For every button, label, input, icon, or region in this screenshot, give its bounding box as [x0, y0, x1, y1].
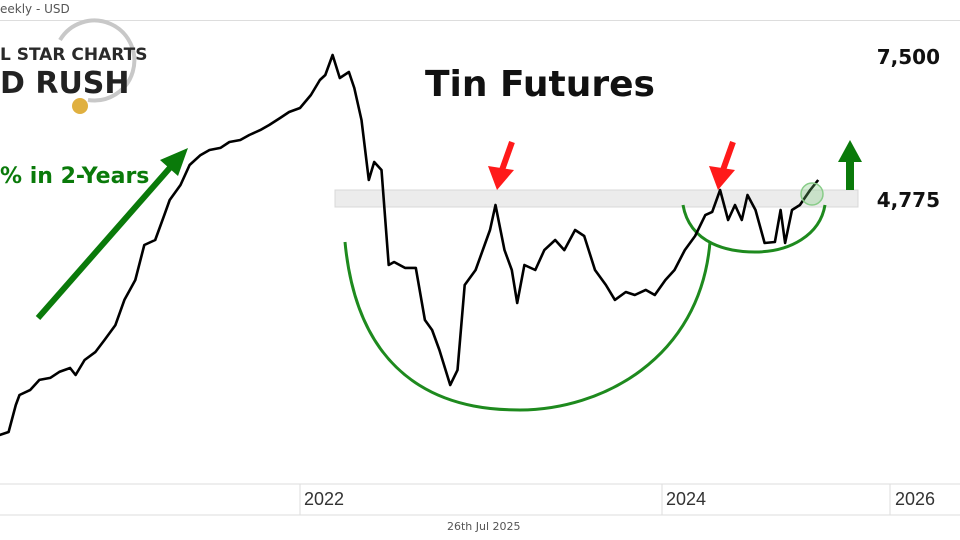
y-tick-label: 4,775 — [876, 188, 940, 212]
chart-header: eekly - USD — [0, 2, 70, 16]
x-tick-label: 2026 — [895, 489, 936, 509]
logo-text-top: L STAR CHARTS — [0, 45, 148, 65]
x-tick-label: 2024 — [666, 489, 707, 509]
red-arrow-icon — [488, 140, 515, 190]
chart-title: Tin Futures — [425, 64, 655, 105]
breakout-highlight — [800, 182, 824, 206]
x-tick-label: 2022 — [304, 489, 345, 509]
footer-date: 26th Jul 2025 — [447, 520, 521, 533]
price-line — [0, 53, 820, 437]
header-divider — [0, 20, 960, 21]
y-tick-label: 7,500 — [876, 45, 940, 69]
cup-arc — [343, 241, 712, 412]
logo-text-bottom: D RUSH — [0, 66, 130, 101]
gold-nugget-icon — [72, 98, 88, 114]
gain-annotation: % in 2-Years — [0, 164, 150, 189]
red-arrow-icon — [709, 140, 736, 190]
green-up-arrow-icon — [838, 140, 862, 190]
green-trend-arrow-icon — [35, 148, 188, 320]
handle-arc — [681, 204, 827, 254]
resistance-band — [334, 189, 859, 208]
logo-ring-icon — [58, 18, 137, 103]
